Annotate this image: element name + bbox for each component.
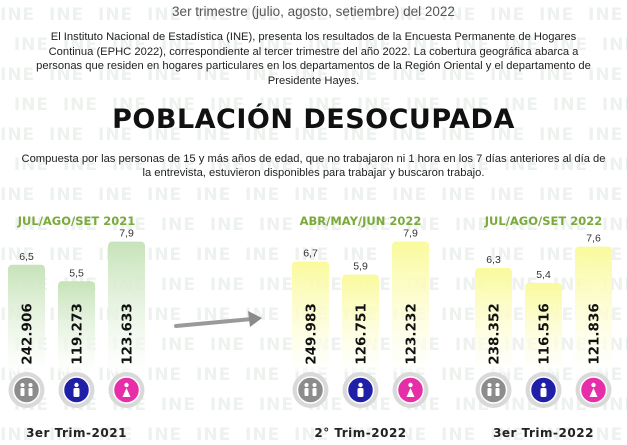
woman-body (122, 388, 131, 397)
value-label: 249.983 (304, 303, 320, 365)
woman-body (406, 388, 415, 397)
period-label: JUL/AGO/SET 2021 (17, 214, 135, 228)
rate-label: 5,9 (353, 261, 368, 273)
value-label: 123.633 (120, 303, 136, 365)
report-period-header: 3er trimestre (julio, agosto, setiembre)… (172, 4, 455, 19)
value-label: 116.516 (537, 303, 553, 365)
intro-paragraph: El Instituto Nacional de Estadística (IN… (36, 31, 591, 87)
rate-label: 5,4 (536, 269, 551, 281)
period-footer: 3er Trim-2021 (26, 426, 127, 440)
rate-label: 7,6 (586, 233, 601, 245)
value-label: 238.352 (487, 303, 503, 365)
bar (292, 261, 329, 372)
rate-label: 7,9 (403, 228, 418, 240)
period-footer: 3er Trim-2022 (493, 426, 594, 440)
trend-arrow-head (248, 311, 262, 327)
value-label: 121.836 (587, 303, 603, 365)
rate-label: 6,7 (303, 247, 318, 259)
woman-head (408, 382, 413, 388)
person-body (304, 388, 309, 396)
man-body (73, 388, 80, 397)
page-title: POBLACIÓN DESOCUPADA (112, 104, 515, 135)
woman-body (589, 388, 598, 397)
bar (392, 241, 429, 372)
people-icon (296, 376, 325, 404)
person-head (304, 383, 309, 387)
definition-text: Compuesta por las personas de 15 y más a… (21, 153, 606, 179)
man-head (541, 382, 546, 388)
rate-label: 6,5 (19, 251, 34, 263)
period-label: ABR/MAY/JUN 2022 (300, 214, 422, 228)
bar (108, 241, 145, 372)
person-body (495, 388, 500, 396)
period-footer: 2° Trim-2022 (314, 426, 406, 440)
bar (575, 246, 612, 372)
man-head (74, 382, 79, 388)
person-body (28, 388, 33, 396)
person-head (28, 383, 33, 387)
woman-head (124, 382, 129, 388)
person-body (312, 388, 317, 396)
value-label: 242.906 (20, 303, 36, 365)
trend-arrow-shaft (174, 317, 254, 328)
man-head (358, 382, 363, 388)
person-body (487, 388, 492, 396)
people-icon (12, 376, 41, 404)
person-body (20, 388, 25, 396)
person-head (20, 383, 25, 387)
bar (475, 268, 512, 372)
value-label: 126.751 (354, 303, 370, 365)
bar (342, 274, 379, 372)
rate-label: 6,3 (486, 254, 501, 266)
bar (8, 264, 45, 372)
person-head (487, 383, 492, 387)
rate-label: 5,5 (69, 267, 84, 279)
bar (58, 281, 95, 372)
person-head (312, 383, 317, 387)
man-body (357, 388, 364, 397)
woman-head (591, 382, 596, 388)
bar (525, 282, 562, 372)
value-label: 123.232 (404, 303, 420, 365)
man-body (540, 388, 547, 397)
period-label: JUL/AGO/SET 2022 (484, 214, 602, 228)
person-head (495, 383, 500, 387)
people-icon (479, 376, 508, 404)
rate-label: 7,9 (119, 228, 134, 240)
value-label: 119.273 (70, 303, 86, 365)
